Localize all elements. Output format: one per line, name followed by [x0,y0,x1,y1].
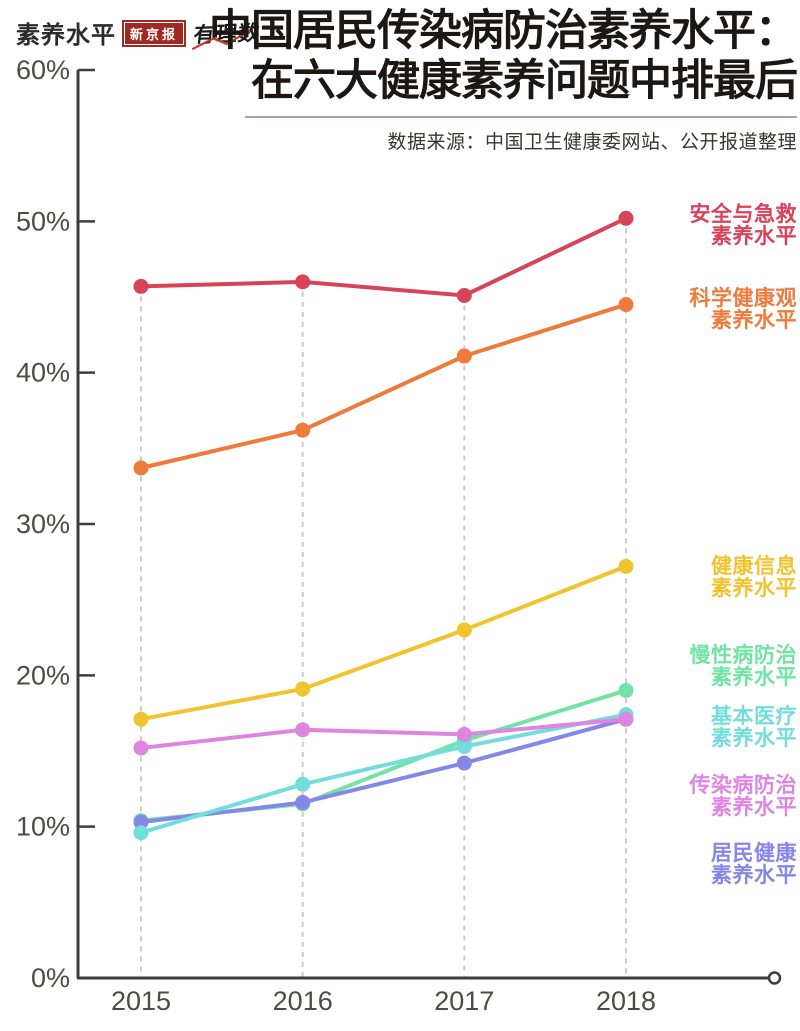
page-title-line2: 在六大健康素养问题中排最后 [251,57,798,105]
data-point-科学健康观素养水平-2017 [456,348,472,364]
legend-label: 科学健康观 [689,287,797,310]
series-line-居民健康素养水平 [139,717,628,825]
legend-item-基本医疗素养水平: 基本医疗 素养水平 [711,706,797,750]
legend-item-传染病防治素养水平: 传染病防治 素养水平 [690,775,798,819]
data-point-居民健康素养水平-2016 [295,794,311,810]
legend-label: 素养水平 [711,666,797,689]
data-point-传染病防治素养水平-2018 [618,711,634,727]
legend-label: 传染病防治 [689,774,797,797]
data-point-健康信息素养水平-2016 [295,681,311,697]
y-axis-title: 素养水平 [16,22,116,49]
legend-item-科学健康观素养水平: 科学健康观 素养水平 [690,288,798,332]
page-title: 中国居民传染病防治素养水平： 在六大健康素养问题中排最后 [209,6,798,106]
data-point-基本医疗素养水平-2016 [295,776,311,792]
data-point-科学健康观素养水平-2018 [618,297,634,313]
data-point-传染病防治素养水平-2015 [133,740,149,756]
data-point-科学健康观素养水平-2015 [133,460,149,476]
legend-label: 素养水平 [711,309,797,332]
y-tick-label-50: 50% [16,206,70,236]
xinjingbao-logo: 新京报 [122,19,187,47]
legend-label: 素养水平 [711,577,797,600]
series-line-传染病防治素养水平 [139,717,628,750]
legend-label: 居民健康 [711,842,797,865]
data-point-健康信息素养水平-2018 [618,558,634,574]
publisher-logos: 新京报 有理数 [122,18,261,51]
data-point-居民健康素养水平-2015 [133,814,149,830]
series-line-慢性病防治素养水平 [139,688,628,823]
y-tick-label-30: 30% [16,509,70,539]
x-axis-end-circle [767,971,782,985]
series-line-健康信息素养水平 [139,564,628,722]
page-title-line1: 中国居民传染病防治素养水平： [209,7,798,55]
legend-label: 基本医疗 [711,705,797,728]
y-tick-label-0: 0% [31,963,70,993]
legend-label: 素养水平 [711,225,797,248]
data-point-居民健康素养水平-2017 [456,755,472,771]
data-point-基本医疗素养水平-2015 [133,825,149,841]
data-source: 数据来源：中国卫生健康委网站、公开报道整理 [387,132,797,153]
series-line-基本医疗素养水平 [139,712,628,835]
x-tick-label-2015: 2015 [111,986,171,1016]
data-point-安全与急救素养水平-2017 [456,287,472,303]
data-point-健康信息素养水平-2015 [133,711,149,727]
title-divider [245,116,797,118]
data-point-安全与急救素养水平-2015 [133,278,149,294]
y-tick-label-60: 60% [16,55,70,85]
data-point-安全与急救素养水平-2016 [295,274,311,290]
y-tick-label-20: 20% [16,660,70,690]
x-tick-label-2016: 2016 [273,986,333,1016]
legend-label: 健康信息 [711,555,797,578]
y-tick-label-10: 10% [16,812,70,842]
series-line-科学健康观素养水平 [139,302,628,471]
data-point-传染病防治素养水平-2016 [295,722,311,738]
data-point-基本医疗素养水平-2017 [456,738,472,754]
legend-item-健康信息素养水平: 健康信息 素养水平 [711,556,797,600]
data-point-健康信息素养水平-2017 [456,622,472,638]
legend-label: 素养水平 [711,727,797,750]
series-line-安全与急救素养水平 [139,216,628,298]
y-tick-label-40: 40% [16,358,70,388]
legend-label: 安全与急救 [689,203,797,226]
data-point-慢性病防治素养水平-2018 [618,682,634,698]
legend-label: 素养水平 [711,864,797,887]
legend-item-慢性病防治素养水平: 慢性病防治 素养水平 [690,645,798,689]
data-point-传染病防治素养水平-2017 [456,726,472,742]
legend-label: 慢性病防治 [689,644,797,667]
x-tick-label-2017: 2017 [434,986,494,1016]
legend-item-安全与急救素养水平: 安全与急救 素养水平 [690,204,798,248]
x-tick-label-2018: 2018 [596,986,656,1016]
data-point-科学健康观素养水平-2016 [295,422,311,438]
legend-label: 素养水平 [711,796,797,819]
data-point-安全与急救素养水平-2018 [618,210,634,226]
legend-item-居民健康素养水平: 居民健康 素养水平 [711,843,797,887]
